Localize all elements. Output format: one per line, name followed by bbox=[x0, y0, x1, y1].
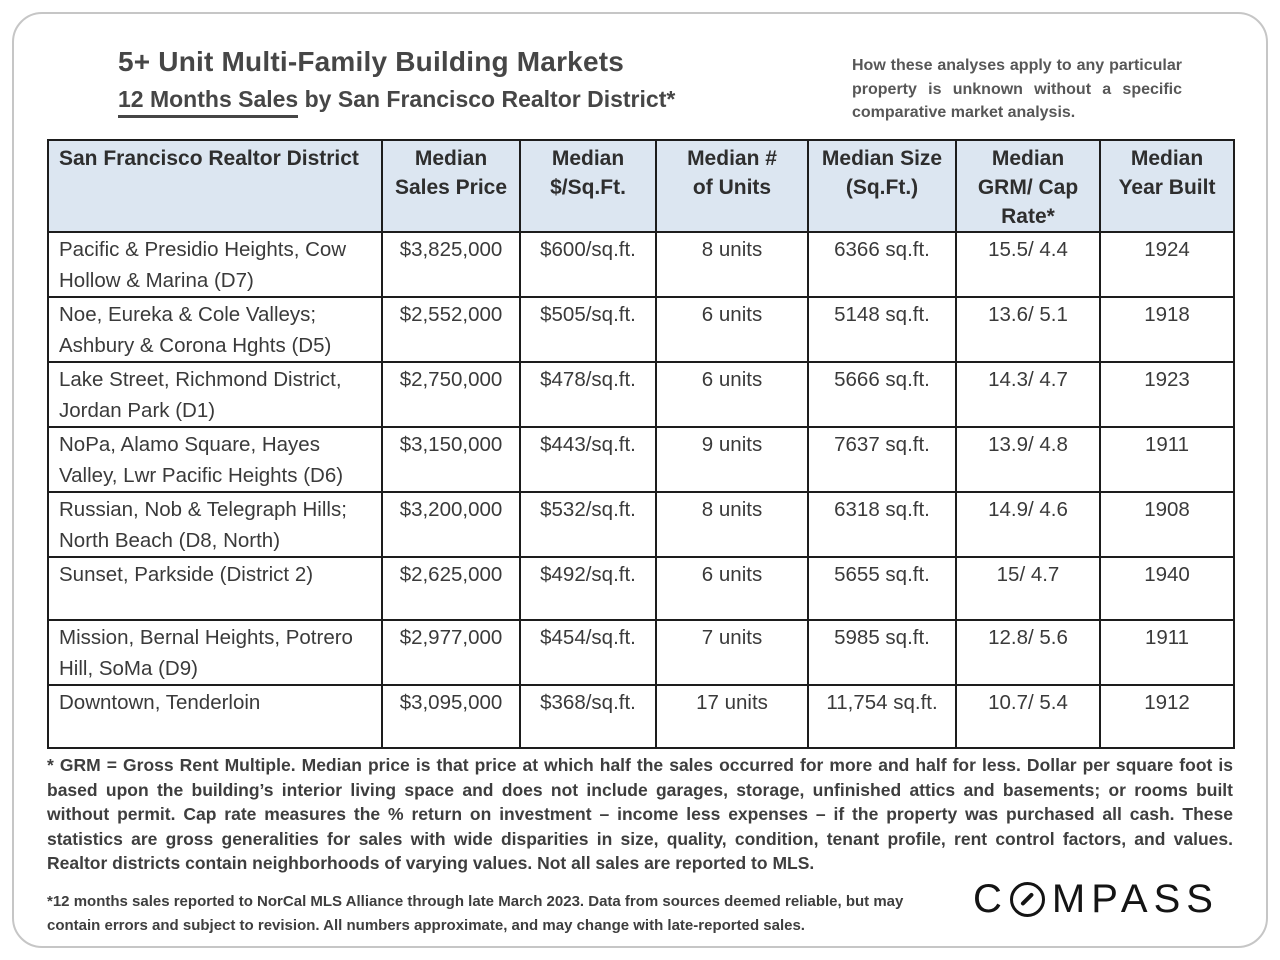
table-row: Mission, Bernal Heights, Potrero Hill, S… bbox=[47, 619, 1235, 686]
grm-cap-rate-cell: 13.6/ 5.1 bbox=[955, 296, 1101, 363]
price-per-sqft-cell: $492/sq.ft. bbox=[519, 556, 657, 621]
units-cell: 8 units bbox=[655, 491, 809, 558]
year-built-cell: 1912 bbox=[1099, 684, 1235, 749]
column-header-year-built: Median Year Built bbox=[1099, 139, 1235, 233]
subtitle-underlined-text: 12 Months Sales bbox=[118, 86, 299, 118]
page-title: 5+ Unit Multi-Family Building Markets bbox=[118, 46, 625, 77]
district-cell: Mission, Bernal Heights, Potrero Hill, S… bbox=[47, 619, 383, 686]
column-header-district: San Francisco Realtor District bbox=[47, 139, 383, 233]
price-per-sqft-cell: $505/sq.ft. bbox=[519, 296, 657, 363]
year-built-cell: 1911 bbox=[1099, 426, 1235, 493]
year-built-cell: 1940 bbox=[1099, 556, 1235, 621]
sales-price-cell: $2,625,000 bbox=[381, 556, 521, 621]
units-cell: 6 units bbox=[655, 296, 809, 363]
disclaimer-note: How these analyses apply to any particul… bbox=[852, 57, 1182, 121]
units-cell: 17 units bbox=[655, 684, 809, 749]
sales-price-cell: $3,150,000 bbox=[381, 426, 521, 493]
units-cell: 8 units bbox=[655, 231, 809, 298]
column-header-units: Median # of Units bbox=[655, 139, 809, 233]
sales-price-cell: $3,200,000 bbox=[381, 491, 521, 558]
district-cell: Russian, Nob & Telegraph Hills; North Be… bbox=[47, 491, 383, 558]
district-cell: Noe, Eureka & Cole Valleys; Ashbury & Co… bbox=[47, 296, 383, 363]
price-per-sqft-cell: $368/sq.ft. bbox=[519, 684, 657, 749]
size-cell: 5985 sq.ft. bbox=[807, 619, 957, 686]
grm-cap-rate-cell: 14.9/ 4.6 bbox=[955, 491, 1101, 558]
district-cell: NoPa, Alamo Square, Hayes Valley, Lwr Pa… bbox=[47, 426, 383, 493]
year-built-cell: 1923 bbox=[1099, 361, 1235, 428]
table-header-row: San Francisco Realtor District Median Sa… bbox=[47, 139, 1235, 233]
district-cell: Downtown, Tenderloin bbox=[47, 684, 383, 749]
sales-price-cell: $3,825,000 bbox=[381, 231, 521, 298]
size-cell: 6366 sq.ft. bbox=[807, 231, 957, 298]
compass-logo-suffix: MPASS bbox=[1051, 877, 1219, 921]
grm-cap-rate-cell: 14.3/ 4.7 bbox=[955, 361, 1101, 428]
size-cell: 11,754 sq.ft. bbox=[807, 684, 957, 749]
grm-cap-rate-cell: 15.5/ 4.4 bbox=[955, 231, 1101, 298]
table-row: Pacific & Presidio Heights, Cow Hollow &… bbox=[47, 231, 1235, 298]
district-cell: Sunset, Parkside (District 2) bbox=[47, 556, 383, 621]
column-header-size: Median Size (Sq.Ft.) bbox=[807, 139, 957, 233]
price-per-sqft-cell: $443/sq.ft. bbox=[519, 426, 657, 493]
size-cell: 7637 sq.ft. bbox=[807, 426, 957, 493]
footnote-grm: * GRM = Gross Rent Multiple. Median pric… bbox=[47, 755, 1233, 873]
sales-price-cell: $2,552,000 bbox=[381, 296, 521, 363]
year-built-cell: 1911 bbox=[1099, 619, 1235, 686]
units-cell: 9 units bbox=[655, 426, 809, 493]
compass-logo-prefix: C bbox=[973, 877, 1008, 921]
market-table: San Francisco Realtor District Median Sa… bbox=[47, 139, 1235, 749]
size-cell: 5148 sq.ft. bbox=[807, 296, 957, 363]
year-built-cell: 1918 bbox=[1099, 296, 1235, 363]
grm-cap-rate-cell: 10.7/ 5.4 bbox=[955, 684, 1101, 749]
footnote-sales: *12 months sales reported to NorCal MLS … bbox=[47, 893, 904, 934]
sales-price-cell: $2,977,000 bbox=[381, 619, 521, 686]
units-cell: 6 units bbox=[655, 556, 809, 621]
size-cell: 5655 sq.ft. bbox=[807, 556, 957, 621]
price-per-sqft-cell: $532/sq.ft. bbox=[519, 491, 657, 558]
column-header-grm-cap-rate: Median GRM/ Cap Rate* bbox=[955, 139, 1101, 233]
table-row: Lake Street, Richmond District, Jordan P… bbox=[47, 361, 1235, 428]
column-header-price-per-sqft: Median $/Sq.Ft. bbox=[519, 139, 657, 233]
units-cell: 6 units bbox=[655, 361, 809, 428]
price-per-sqft-cell: $600/sq.ft. bbox=[519, 231, 657, 298]
size-cell: 6318 sq.ft. bbox=[807, 491, 957, 558]
year-built-cell: 1908 bbox=[1099, 491, 1235, 558]
grm-cap-rate-cell: 12.8/ 5.6 bbox=[955, 619, 1101, 686]
compass-logo: C MPASS bbox=[973, 879, 1219, 919]
size-cell: 5666 sq.ft. bbox=[807, 361, 957, 428]
compass-o-icon bbox=[1009, 881, 1045, 917]
district-cell: Pacific & Presidio Heights, Cow Hollow &… bbox=[47, 231, 383, 298]
table-row: Sunset, Parkside (District 2) $2,625,000… bbox=[47, 556, 1235, 621]
units-cell: 7 units bbox=[655, 619, 809, 686]
sales-price-cell: $3,095,000 bbox=[381, 684, 521, 749]
grm-cap-rate-cell: 15/ 4.7 bbox=[955, 556, 1101, 621]
price-per-sqft-cell: $478/sq.ft. bbox=[519, 361, 657, 428]
table-row: NoPa, Alamo Square, Hayes Valley, Lwr Pa… bbox=[47, 426, 1235, 493]
table-row: Noe, Eureka & Cole Valleys; Ashbury & Co… bbox=[47, 296, 1235, 363]
sales-price-cell: $2,750,000 bbox=[381, 361, 521, 428]
price-per-sqft-cell: $454/sq.ft. bbox=[519, 619, 657, 686]
column-header-sales-price: Median Sales Price bbox=[381, 139, 521, 233]
year-built-cell: 1924 bbox=[1099, 231, 1235, 298]
grm-cap-rate-cell: 13.9/ 4.8 bbox=[955, 426, 1101, 493]
district-cell: Lake Street, Richmond District, Jordan P… bbox=[47, 361, 383, 428]
page-subtitle: 12 Months Sales by San Francisco Realtor… bbox=[118, 86, 676, 118]
table-row: Downtown, Tenderloin $3,095,000 $368/sq.… bbox=[47, 684, 1235, 749]
table-row: Russian, Nob & Telegraph Hills; North Be… bbox=[47, 491, 1235, 558]
subtitle-rest-text: by San Francisco Realtor District* bbox=[298, 86, 676, 112]
